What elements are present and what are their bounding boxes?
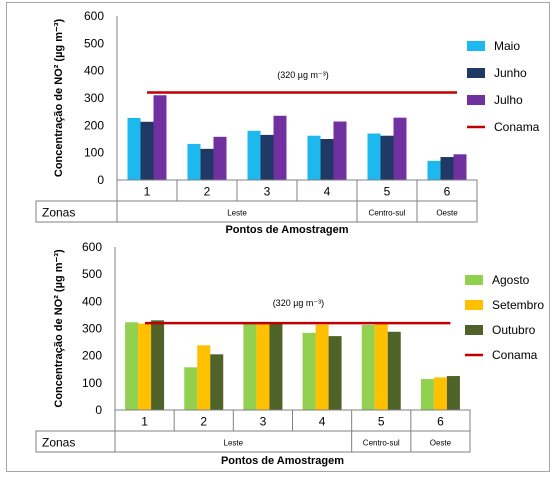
bar-outubro-5 xyxy=(387,331,401,410)
x-axis-title: Pontos de Amostragem xyxy=(221,455,344,467)
legend-label-outubro: Outubro xyxy=(492,323,536,337)
x-axis-title: Pontos de Amostragem xyxy=(225,224,348,236)
legend-label-conama: Conama xyxy=(494,120,540,134)
bar-junho-3 xyxy=(260,134,274,180)
x-tick-label: 5 xyxy=(378,415,385,429)
zone-label-leste: Leste xyxy=(224,439,244,448)
bar-julho-5 xyxy=(393,117,407,180)
zone-label-oeste: Oeste xyxy=(436,209,458,218)
y-axis-title: Concentração de NO² (µg m⁻³) xyxy=(53,19,65,178)
bar-maio-1 xyxy=(127,117,141,180)
legend-label-julho: Julho xyxy=(494,93,523,107)
bar-julho-1 xyxy=(153,95,167,180)
x-tick-label: 6 xyxy=(444,185,451,199)
bar-agosto-2 xyxy=(184,367,198,410)
x-tick-label: 1 xyxy=(141,415,148,429)
bar-agosto-4 xyxy=(302,332,316,410)
x-tick-label: 6 xyxy=(437,415,444,429)
legend-label-junho: Junho xyxy=(494,66,527,80)
bar-maio-3 xyxy=(247,130,261,180)
y-tick-label: 300 xyxy=(84,91,104,105)
bar-outubro-6 xyxy=(446,376,460,410)
zone-label-centro-sul: Centro-sul xyxy=(369,209,406,218)
bar-outubro-4 xyxy=(328,336,342,410)
legend-swatch-agosto xyxy=(465,275,483,285)
zone-label-leste: Leste xyxy=(227,209,247,218)
x-tick-label: 3 xyxy=(260,415,267,429)
reference-line-label: (320 µg m⁻³) xyxy=(277,70,328,80)
legend-swatch-junho xyxy=(467,68,485,78)
bar-junho-1 xyxy=(140,121,154,180)
bar-setembro-2 xyxy=(197,345,211,410)
bar-outubro-1 xyxy=(151,320,165,410)
legend-label-agosto: Agosto xyxy=(492,273,530,287)
legend-swatch-setembro xyxy=(465,300,483,310)
reference-line-label: (320 µg m⁻³) xyxy=(273,298,324,308)
x-tick-label: 4 xyxy=(319,415,326,429)
bar-agosto-6 xyxy=(420,379,434,410)
y-tick-label: 400 xyxy=(84,64,104,78)
y-tick-label: 400 xyxy=(82,294,102,308)
zones-header-label: Zonas xyxy=(42,206,75,220)
y-tick-label: 100 xyxy=(82,376,102,390)
y-tick-label: 600 xyxy=(82,240,102,254)
bar-setembro-1 xyxy=(138,323,152,410)
bar-setembro-6 xyxy=(433,377,447,410)
y-tick-label: 0 xyxy=(97,173,104,187)
bar-outubro-3 xyxy=(269,323,283,410)
bar-maio-6 xyxy=(427,160,441,180)
bar-agosto-3 xyxy=(243,323,257,410)
y-tick-label: 300 xyxy=(82,322,102,336)
zones-row-border xyxy=(35,200,478,223)
y-tick-label: 0 xyxy=(95,403,102,417)
bar-julho-4 xyxy=(333,121,347,180)
bar-setembro-5 xyxy=(374,323,388,410)
bar-junho-5 xyxy=(380,135,394,180)
x-tick-label: 2 xyxy=(200,415,207,429)
bar-julho-2 xyxy=(213,136,227,180)
legend-label-conama: Conama xyxy=(492,348,538,362)
bar-maio-5 xyxy=(367,133,381,180)
x-tick-label: 5 xyxy=(384,185,391,199)
bar-junho-2 xyxy=(200,148,214,180)
bar-julho-3 xyxy=(273,115,287,180)
legend-swatch-maio xyxy=(467,41,485,51)
bar-setembro-4 xyxy=(315,324,329,410)
legend-label-setembro: Setembro xyxy=(492,298,544,312)
zones-row-border xyxy=(35,430,471,453)
bar-setembro-3 xyxy=(256,322,270,410)
bar-junho-4 xyxy=(320,139,334,180)
legend-label-maio: Maio xyxy=(494,39,520,53)
bar-julho-6 xyxy=(453,154,467,180)
y-tick-label: 200 xyxy=(84,118,104,132)
y-axis-title: Concentração de NO² (µg m⁻³) xyxy=(53,249,65,408)
bar-junho-6 xyxy=(440,157,454,180)
bar-agosto-5 xyxy=(361,324,375,410)
y-tick-label: 100 xyxy=(84,146,104,160)
x-tick-label: 4 xyxy=(324,185,331,199)
legend-swatch-outubro xyxy=(465,325,483,335)
zones-header-label: Zonas xyxy=(42,436,75,450)
y-tick-label: 500 xyxy=(82,267,102,281)
x-tick-label: 1 xyxy=(144,185,151,199)
legend-swatch-julho xyxy=(467,95,485,105)
y-tick-label: 600 xyxy=(84,9,104,23)
zone-label-centro-sul: Centro-sul xyxy=(363,439,400,448)
bar-outubro-2 xyxy=(210,354,224,410)
bar-maio-2 xyxy=(187,143,201,180)
x-tick-label: 2 xyxy=(204,185,211,199)
bar-agosto-1 xyxy=(125,322,139,410)
zone-label-oeste: Oeste xyxy=(430,439,452,448)
y-tick-label: 500 xyxy=(84,36,104,50)
y-tick-label: 200 xyxy=(82,349,102,363)
bar-maio-4 xyxy=(307,135,321,180)
x-tick-label: 3 xyxy=(264,185,271,199)
